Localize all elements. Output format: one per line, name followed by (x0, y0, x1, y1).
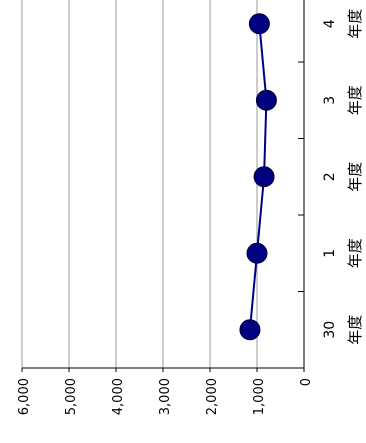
value-tick-label: 6,000 (17, 378, 32, 415)
value-tick-label: 1,000 (252, 378, 267, 415)
category-suffix: 年度 (346, 315, 364, 345)
category-suffix: 年度 (346, 9, 364, 39)
category-label: 30 年度 (322, 315, 364, 345)
category-suffix: 年度 (346, 238, 364, 268)
category-number: 1 (322, 249, 338, 258)
value-tick-label: 2,000 (205, 378, 220, 415)
value-tick-label: 0 (299, 378, 314, 386)
data-point (253, 166, 275, 188)
category-number: 4 (322, 19, 338, 28)
category-label: 3 年度 (322, 85, 364, 115)
category-suffix: 年度 (346, 85, 364, 115)
category-label: 2 年度 (322, 162, 364, 192)
category-label: 4 年度 (322, 9, 364, 39)
category-suffix: 年度 (346, 162, 364, 192)
category-number: 2 (322, 172, 338, 181)
category-number: 30 (322, 321, 338, 339)
category-label: 1 年度 (322, 238, 364, 268)
data-point (246, 242, 268, 264)
data-point (255, 89, 277, 111)
category-number: 3 (322, 96, 338, 105)
value-tick-label: 3,000 (158, 378, 173, 415)
value-tick-label: 5,000 (64, 378, 79, 415)
data-point (248, 13, 270, 35)
data-point (239, 319, 261, 341)
value-tick-label: 4,000 (111, 378, 126, 415)
